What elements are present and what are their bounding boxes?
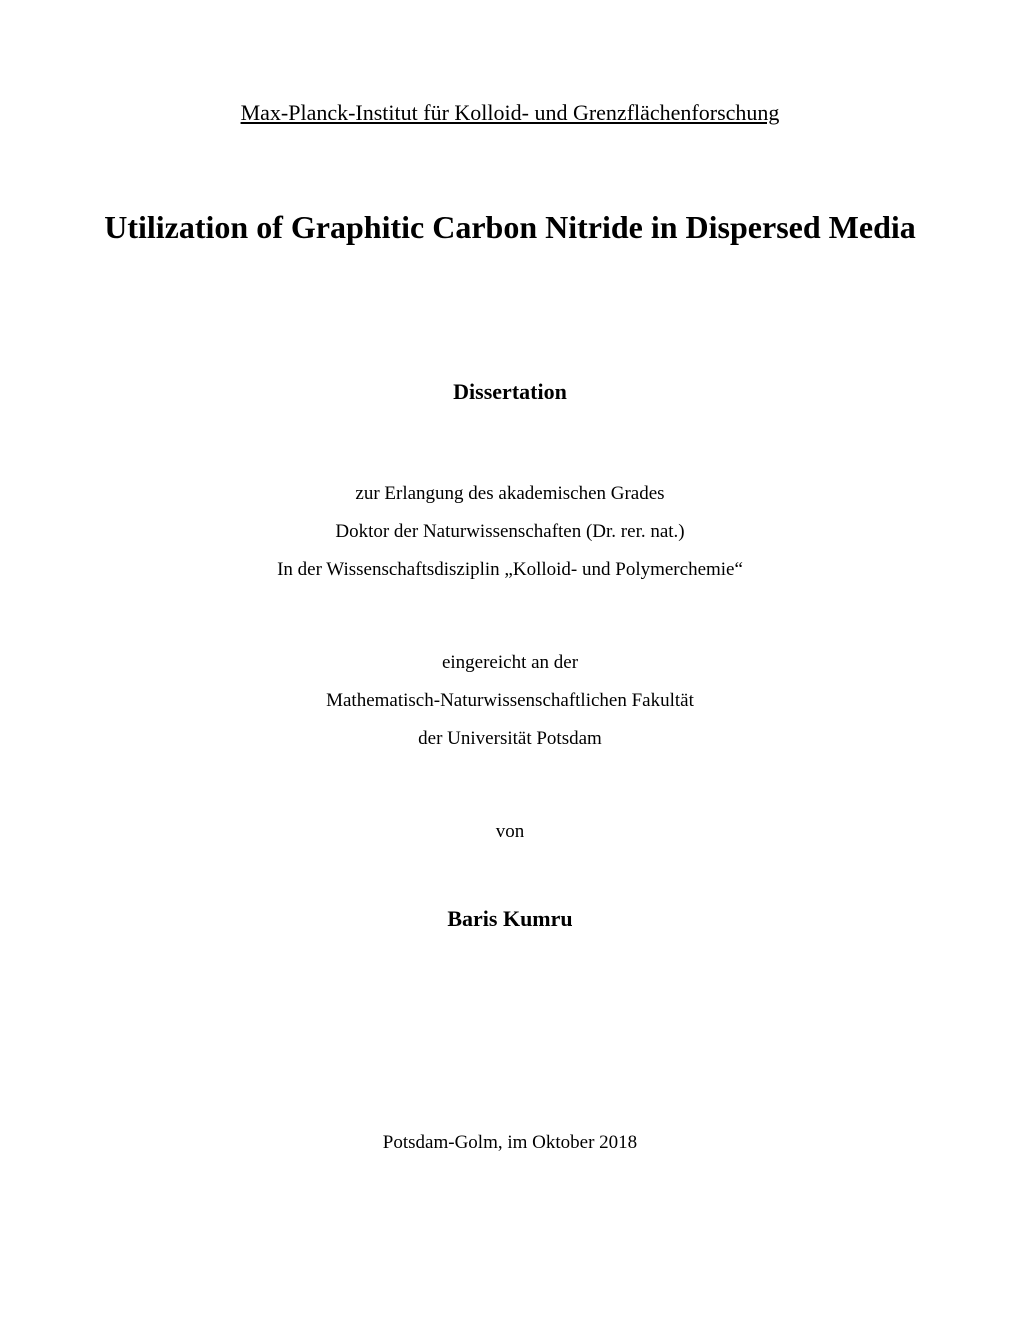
location-date: Potsdam-Golm, im Oktober 2018 — [100, 1132, 920, 1154]
degree-line-2: Doktor der Naturwissenschaften (Dr. rer.… — [100, 513, 920, 551]
degree-block: zur Erlangung des akademischen Grades Do… — [100, 475, 920, 589]
faculty-block: eingereicht an der Mathematisch-Naturwis… — [100, 644, 920, 758]
von-label: von — [100, 813, 920, 851]
institution-name: Max-Planck-Institut für Kolloid- und Gre… — [100, 100, 920, 126]
faculty-line-1: eingereicht an der — [100, 644, 920, 682]
faculty-line-2: Mathematisch-Naturwissenschaftlichen Fak… — [100, 682, 920, 720]
author-name: Baris Kumru — [100, 906, 920, 932]
degree-line-3: In der Wissenschaftsdisziplin „Kolloid- … — [100, 551, 920, 589]
dissertation-title: Utilization of Graphitic Carbon Nitride … — [100, 206, 920, 249]
degree-line-1: zur Erlangung des akademischen Grades — [100, 475, 920, 513]
faculty-line-3: der Universität Potsdam — [100, 720, 920, 758]
document-type: Dissertation — [100, 379, 920, 405]
